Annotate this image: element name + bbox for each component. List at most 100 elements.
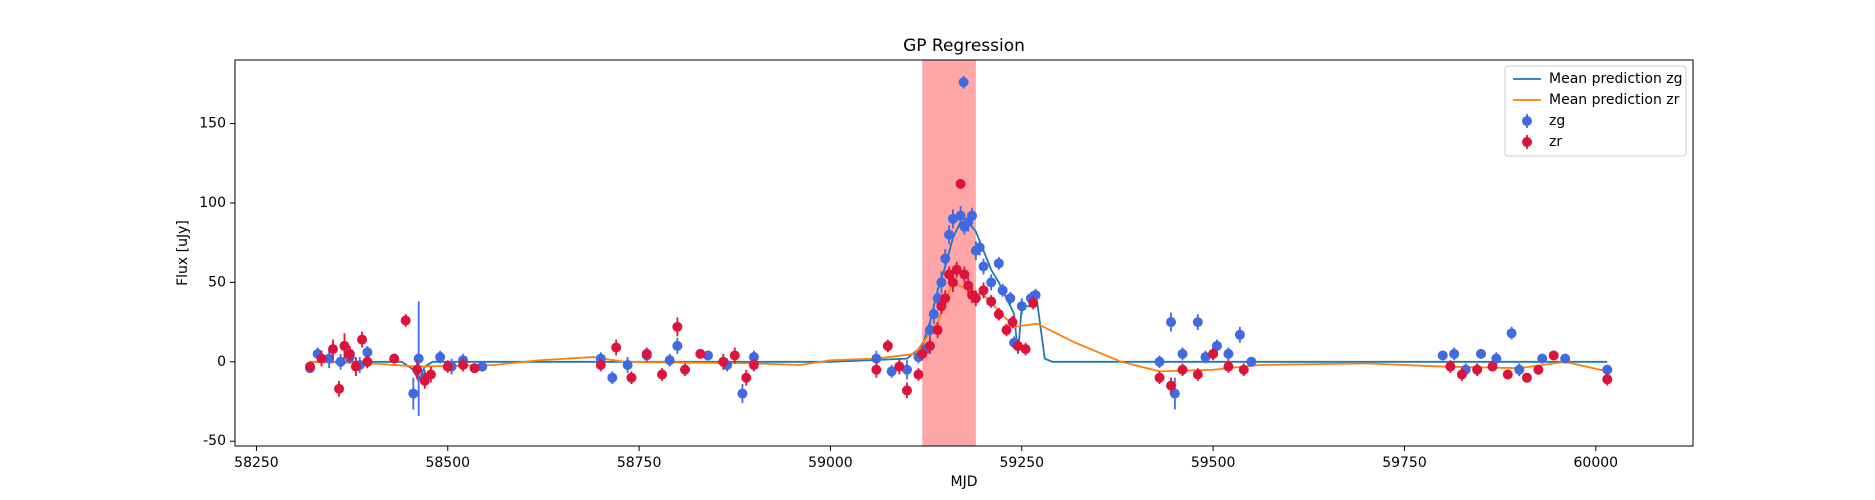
data-point <box>901 364 912 375</box>
data-point <box>729 350 740 361</box>
data-point <box>657 369 668 380</box>
data-point <box>425 369 436 380</box>
data-point <box>1533 364 1544 375</box>
data-point <box>932 293 943 304</box>
data-point <box>913 369 924 380</box>
data-point <box>695 348 706 359</box>
data-point <box>1238 364 1249 375</box>
data-point <box>978 285 989 296</box>
data-point <box>951 264 962 275</box>
data-point <box>1001 325 1012 336</box>
x-tick-label: 58500 <box>425 455 470 471</box>
data-point <box>316 353 327 364</box>
data-point <box>702 350 713 361</box>
data-point <box>1445 361 1456 372</box>
data-point <box>1548 350 1559 361</box>
data-point <box>1005 293 1016 304</box>
data-point <box>1437 350 1448 361</box>
data-point <box>408 388 419 399</box>
data-point <box>958 77 969 88</box>
data-point <box>305 361 316 372</box>
data-point <box>1602 364 1613 375</box>
data-point <box>986 296 997 307</box>
data-point <box>607 372 618 383</box>
data-point <box>1028 298 1039 309</box>
data-point <box>400 315 411 326</box>
data-point <box>335 356 346 367</box>
data-point <box>362 347 373 358</box>
data-point <box>963 280 974 291</box>
data-point <box>413 353 424 364</box>
y-tick-label: 150 <box>199 116 226 132</box>
data-point <box>741 372 752 383</box>
data-point <box>1177 348 1188 359</box>
y-axis-label: Flux [uJy] <box>175 220 191 286</box>
data-point <box>1166 380 1177 391</box>
data-point <box>1166 317 1177 328</box>
data-point <box>419 375 430 386</box>
data-point <box>622 359 633 370</box>
data-point <box>435 352 446 363</box>
data-point <box>940 253 951 264</box>
y-tick-label: 0 <box>217 354 226 370</box>
data-point <box>955 178 966 189</box>
data-point <box>886 366 897 377</box>
data-point <box>1602 374 1613 385</box>
data-point <box>672 340 683 351</box>
x-tick-label: 59250 <box>1000 455 1045 471</box>
legend-box <box>1504 65 1687 157</box>
data-point <box>871 353 882 364</box>
x-tick-label: 58250 <box>234 455 279 471</box>
data-point <box>993 258 1004 269</box>
data-point <box>469 363 480 374</box>
data-point <box>664 355 675 366</box>
data-point <box>1502 369 1513 380</box>
x-tick-label: 59500 <box>1191 455 1236 471</box>
data-point <box>1192 369 1203 380</box>
data-point <box>718 356 729 367</box>
data-point <box>412 364 423 375</box>
data-point <box>748 352 759 363</box>
data-point <box>357 334 368 345</box>
x-tick-label: 59750 <box>1382 455 1427 471</box>
data-point <box>1491 353 1502 364</box>
data-point <box>1475 348 1486 359</box>
x-tick-label: 58750 <box>617 455 662 471</box>
data-point <box>1506 328 1517 339</box>
x-tick-label: 60000 <box>1574 455 1619 471</box>
data-point <box>672 321 683 332</box>
data-point <box>871 364 882 375</box>
data-point <box>1007 317 1018 328</box>
data-point <box>1537 353 1548 364</box>
data-point <box>1211 340 1222 351</box>
data-point <box>324 353 335 364</box>
data-point <box>917 348 928 359</box>
data-point <box>339 340 350 351</box>
y-tick-label: -50 <box>203 433 226 449</box>
legend-swatch <box>1522 116 1532 126</box>
data-point <box>327 344 338 355</box>
legend-label: zg <box>1549 113 1565 129</box>
data-point <box>611 342 622 353</box>
data-point <box>882 340 893 351</box>
data-point <box>944 229 955 240</box>
data-point <box>967 210 978 221</box>
data-point <box>344 348 355 359</box>
data-point <box>1560 353 1571 364</box>
data-point <box>1154 356 1165 367</box>
data-point <box>1223 361 1234 372</box>
data-point <box>1192 317 1203 328</box>
data-point <box>1154 372 1165 383</box>
y-tick-label: 50 <box>208 274 226 290</box>
data-point <box>1472 364 1483 375</box>
data-point <box>1020 344 1031 355</box>
data-point <box>978 261 989 272</box>
data-point <box>932 325 943 336</box>
legend-label: Mean prediction zg <box>1549 71 1683 87</box>
data-point <box>894 361 905 372</box>
data-point <box>362 356 373 367</box>
data-point <box>1246 356 1257 367</box>
data-point <box>947 213 958 224</box>
data-point <box>442 361 453 372</box>
data-point <box>959 269 970 280</box>
